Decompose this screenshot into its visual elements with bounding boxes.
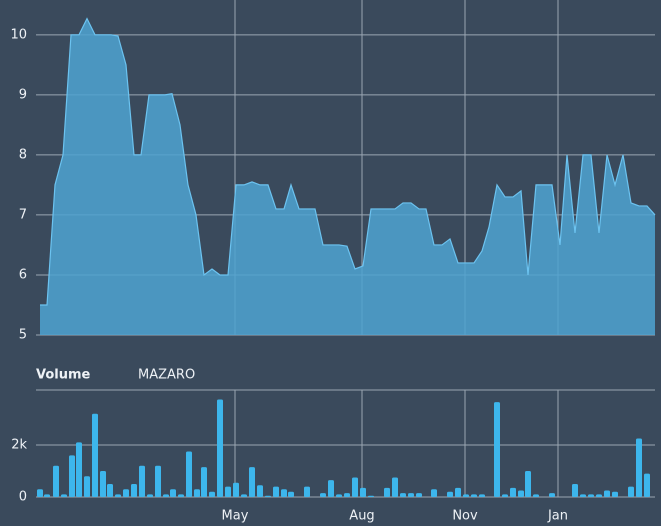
volume-bar [455,487,461,497]
volume-bar [510,487,516,497]
area-fill [40,18,655,335]
volume-bar [233,482,239,497]
volume-bar [155,465,161,497]
volume-bar [320,493,326,497]
volume-bar [69,455,75,497]
y-tick-label: 6 [19,267,27,282]
volume-bar [217,399,223,497]
volume-bar [533,494,539,497]
volume-bar [257,485,263,497]
volume-bar [265,495,271,497]
x-tick-label: May [222,509,249,524]
volume-bar [61,494,67,497]
x-tick-label: Aug [349,509,374,524]
volume-bar [84,476,90,497]
volume-bar [471,494,477,497]
volume-bar [53,465,59,497]
volume-bar [225,486,231,497]
volume-bar [76,442,82,497]
volume-bar [494,402,500,497]
volume-bar [352,477,358,497]
volume-bar [241,494,247,497]
volume-bar [612,491,618,497]
legend-label: MAZARO [138,368,195,383]
volume-bar [400,493,406,497]
volume-bar [147,494,153,497]
volume-bar [273,486,279,497]
volume-bar [115,494,121,497]
volume-bar [170,489,176,497]
volume-bar [604,490,610,497]
volume-bar [416,493,422,497]
volume-bar [100,470,106,497]
volume-bar [37,489,43,497]
volume-bar [328,480,334,497]
y-tick-label: 7 [19,207,27,222]
volume-bar [525,470,531,497]
y-tick-label: 9 [19,87,27,102]
volume-bar [502,494,508,497]
volume-bar [580,494,586,497]
volume-bar [344,493,350,497]
volume-bar [163,494,169,497]
volume-bar [518,490,524,497]
x-tick-label: Nov [452,509,478,524]
volume-bar [92,413,98,497]
volume-title: Volume [36,368,91,383]
volume-bar [107,483,113,497]
price-line [40,17,656,306]
volume-bar [201,467,207,497]
y-tick-label: 5 [19,328,27,343]
volume-bar [44,494,50,497]
volume-bar [288,491,294,497]
y-tick-label: 10 [10,27,27,42]
volume-bar [572,483,578,497]
volume-bar [392,477,398,497]
volume-bar [408,493,414,497]
volume-bar [360,487,366,497]
volume-bar [596,494,602,497]
volume-bar [549,493,555,497]
volume-bar [249,467,255,497]
volume-bar [636,438,642,497]
volume-bar [336,494,342,497]
y-tick-label: 0 [19,490,27,505]
volume-bar [368,495,374,497]
volume-bar [304,486,310,497]
volume-bar [209,491,215,497]
x-tick-label: Jan [547,509,568,524]
volume-bar [123,489,129,497]
volume-bar [588,494,594,497]
volume-bar [139,465,145,497]
volume-bar [131,483,137,497]
volume-bar [384,487,390,497]
volume-bar [281,489,287,497]
volume-bar [194,489,200,497]
volume-bar [479,494,485,497]
volume-bar [644,473,650,497]
y-tick-label: 8 [19,147,27,162]
volume-bar [628,486,634,497]
volume-bar [463,494,469,497]
volume-bar [431,489,437,497]
volume-bar [178,494,184,497]
volume-bar [186,451,192,497]
y-tick-label: 2k [11,437,27,452]
volume-bar [447,491,453,497]
